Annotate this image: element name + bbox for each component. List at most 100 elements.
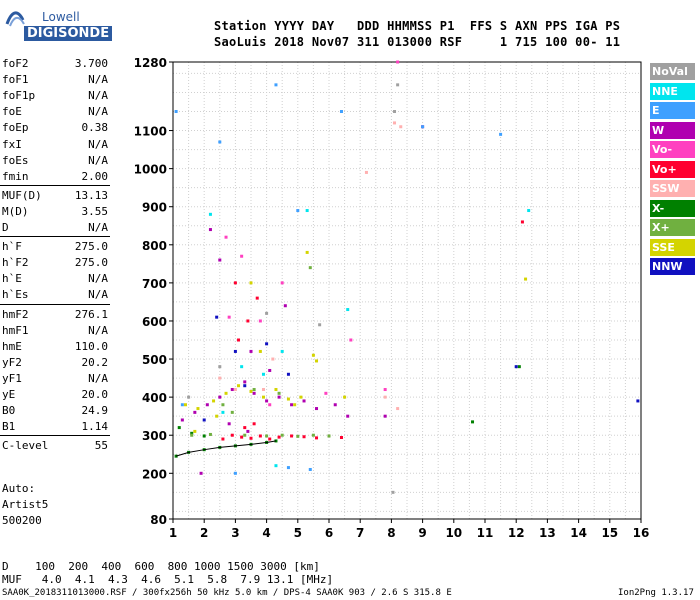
data-point [246,319,250,323]
data-point [296,209,300,213]
param-value: 275.0 [74,256,108,270]
data-point [183,403,187,407]
data-point [190,433,194,437]
x-tick-label: 16 [633,526,650,540]
x-tick-label: 10 [445,526,462,540]
data-point [383,388,387,392]
y-tick-label: 200 [142,467,167,481]
param-name: h`Es [2,288,29,302]
param-name: yF2 [2,355,22,369]
data-point [196,407,200,411]
data-point [308,266,312,270]
data-point [399,125,403,129]
data-point [277,391,281,395]
data-point [346,308,350,312]
param-row: h`F2 275.0 [2,256,108,270]
data-point [237,338,241,342]
data-point [221,410,225,414]
data-point [227,422,231,426]
x-tick-label: 2 [200,526,208,540]
data-point [302,399,306,403]
x-tick-label: 6 [325,526,333,540]
data-point [233,281,237,285]
auto-label: Auto: [2,482,36,495]
data-point [349,338,353,342]
param-value: 2.00 [81,169,109,183]
data-point [252,388,256,392]
data-point [224,391,228,395]
legend-item: X- [650,199,695,217]
data-point [339,436,343,440]
param-row: h`Es N/A [2,288,108,302]
data-point [396,83,400,87]
data-point [527,209,531,213]
data-point [258,349,262,353]
data-point [393,121,397,125]
data-point [218,258,222,262]
data-point [271,357,275,361]
data-point [274,388,278,392]
x-tick-label: 15 [601,526,618,540]
param-name: fxI [2,137,22,151]
data-point [364,170,368,174]
data-point [280,349,284,353]
param-value: N/A [88,73,108,87]
digisonde-logo: Lowell DIGISONDE [2,4,113,42]
data-point [471,420,475,424]
y-tick-label: 1100 [134,125,167,139]
data-point [199,471,203,475]
param-separator [0,184,110,186]
legend-item: W [650,121,695,139]
legend-item: Vo- [650,141,695,158]
data-point [218,376,222,380]
data-point [299,395,303,399]
param-value: 13.13 [74,188,108,202]
data-point [517,365,521,369]
y-tick-label: 300 [142,429,167,443]
data-point [187,395,191,399]
data-point [218,365,222,369]
data-point [230,433,234,437]
data-point [233,471,237,475]
param-name: yF1 [2,371,22,385]
param-name: yE [2,388,16,401]
data-point [339,110,343,114]
data-point [258,434,262,438]
muf-frequency-row: MUF 4.0 4.1 4.3 4.6 5.1 5.8 7.9 13.1 [MH… [2,573,334,586]
legend-item: NoVal [650,63,695,80]
x-tick-label: 1 [169,526,177,540]
x-tick-label: 12 [508,526,525,540]
param-row: B0 24.9 [2,404,108,418]
param-value: N/A [88,89,108,103]
param-value: 20.0 [81,388,109,401]
legend-item: NNE [650,82,695,100]
param-value: N/A [88,288,108,302]
data-point [305,209,309,213]
data-point [286,372,290,376]
x-tick-label: 9 [418,526,426,540]
data-point [202,418,206,422]
data-point [302,435,306,439]
data-point [227,315,231,319]
y-tick-label: 500 [142,353,167,367]
x-tick-label: 8 [387,526,395,540]
data-point [265,399,269,403]
param-row: foEs N/A [2,154,108,168]
param-name: fmin [2,169,29,183]
param-row: fmin 2.00 [2,170,108,184]
data-point [249,281,253,285]
param-row: foF2 3.700 [2,57,108,71]
param-value: 3.55 [81,204,109,218]
data-point [296,434,300,438]
data-point [524,277,528,281]
param-name: D [2,221,9,234]
data-point [193,410,197,414]
y-tick-label: 80 [150,513,167,527]
data-point [221,403,225,407]
param-separator [0,435,110,437]
legend-item: X+ [650,219,695,236]
data-point [333,403,337,407]
param-name: hmE [2,339,22,353]
param-name: MUF(D) [2,188,42,202]
param-row: yF1 N/A [2,372,108,386]
